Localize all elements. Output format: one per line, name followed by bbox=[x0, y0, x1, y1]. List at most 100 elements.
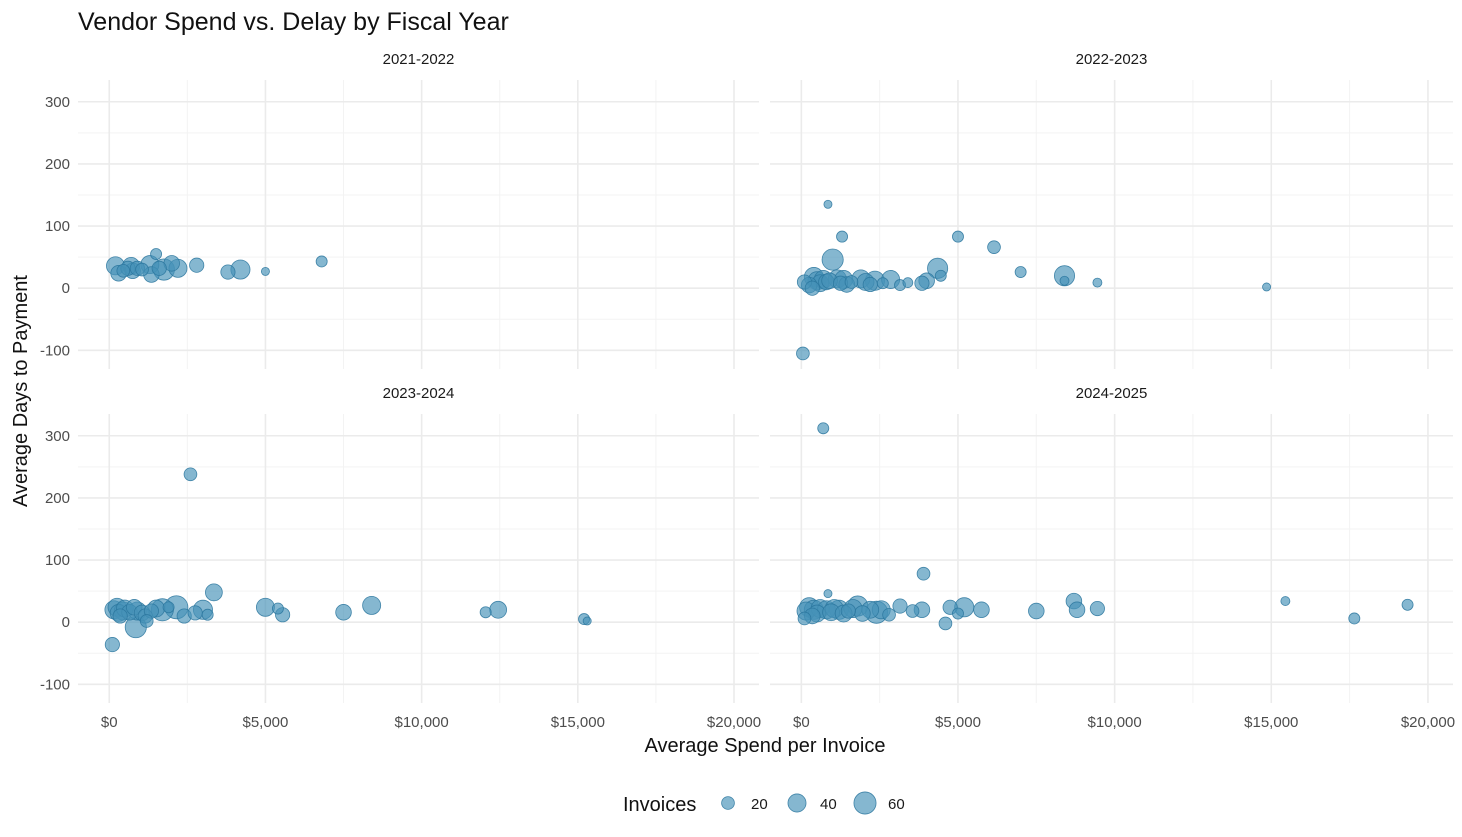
x-axis-label: Average Spend per Invoice bbox=[645, 735, 886, 757]
facet-strip-label: 2022-2023 bbox=[1076, 51, 1148, 68]
data-point bbox=[1059, 275, 1070, 286]
data-point bbox=[1089, 600, 1105, 617]
legend-key-circle bbox=[787, 793, 807, 813]
data-point bbox=[489, 600, 508, 619]
facet-panel: 2022-2023 bbox=[770, 51, 1453, 369]
data-point bbox=[139, 614, 154, 628]
data-point bbox=[1262, 282, 1272, 292]
x-tick-label: $15,000 bbox=[1244, 714, 1298, 731]
data-point bbox=[836, 230, 848, 243]
y-tick-label: 300 bbox=[45, 428, 70, 445]
data-point bbox=[1348, 612, 1361, 625]
y-tick-label: -100 bbox=[40, 342, 70, 359]
data-point bbox=[1092, 277, 1103, 288]
data-point bbox=[1068, 601, 1086, 619]
data-point bbox=[987, 240, 1001, 254]
data-point bbox=[189, 257, 205, 273]
data-point bbox=[205, 583, 223, 602]
data-point bbox=[479, 606, 492, 619]
data-point bbox=[1401, 598, 1414, 611]
data-point bbox=[840, 603, 856, 619]
x-tick-label: $0 bbox=[101, 714, 118, 731]
data-point bbox=[201, 608, 214, 621]
y-tick-label: 200 bbox=[45, 156, 70, 173]
x-tick-label: $15,000 bbox=[551, 714, 605, 731]
data-point bbox=[796, 346, 810, 361]
y-tick-label: 100 bbox=[45, 218, 70, 235]
data-point bbox=[1014, 266, 1027, 278]
facet-panels: 2021-2022 -100 0 100 200 300 2022-2023 2023-202… bbox=[40, 51, 1455, 731]
data-point bbox=[135, 262, 149, 277]
data-point bbox=[821, 248, 844, 271]
x-tick-label: $10,000 bbox=[1088, 714, 1142, 731]
legend-key-circle bbox=[721, 796, 735, 810]
data-point bbox=[162, 601, 175, 614]
data-point bbox=[952, 607, 964, 620]
data-point bbox=[1028, 602, 1045, 620]
facet-panel: 2024-2025 $0 $5,000 $10,000 $15,000 $20,000 bbox=[770, 385, 1455, 731]
data-point bbox=[823, 199, 833, 209]
data-point bbox=[116, 264, 131, 278]
data-point bbox=[892, 598, 908, 614]
data-point bbox=[854, 605, 871, 622]
data-point bbox=[1053, 265, 1076, 287]
facet-panel: 2021-2022 -100 0 100 200 300 bbox=[40, 51, 759, 369]
x-tick-label: $10,000 bbox=[395, 714, 449, 731]
x-tick-label: $20,000 bbox=[707, 714, 761, 731]
data-point bbox=[183, 467, 198, 482]
data-point bbox=[151, 260, 167, 276]
data-point bbox=[882, 607, 896, 622]
data-point bbox=[905, 604, 920, 618]
data-point bbox=[823, 589, 833, 599]
y-tick-label: 0 bbox=[62, 614, 70, 631]
data-point bbox=[804, 280, 820, 296]
legend-key-label: 60 bbox=[888, 796, 905, 813]
data-point bbox=[973, 601, 990, 619]
y-tick-label: 200 bbox=[45, 490, 70, 507]
legend-key-circle bbox=[853, 791, 877, 815]
x-tick-label: $5,000 bbox=[935, 714, 981, 731]
size-legend: Invoices 20 40 60 bbox=[623, 791, 905, 816]
legend-key-label: 40 bbox=[820, 796, 837, 813]
data-point bbox=[582, 616, 592, 626]
data-point bbox=[187, 605, 203, 621]
x-tick-label: $5,000 bbox=[242, 714, 288, 731]
data-point bbox=[797, 611, 812, 626]
chart-title: Vendor Spend vs. Delay by Fiscal Year bbox=[78, 8, 509, 36]
data-point bbox=[112, 608, 128, 624]
data-point bbox=[817, 422, 830, 435]
data-point bbox=[150, 248, 163, 260]
data-point bbox=[862, 276, 878, 293]
y-tick-label: 100 bbox=[45, 552, 70, 569]
data-point bbox=[315, 255, 328, 268]
data-point bbox=[876, 277, 889, 290]
data-point bbox=[362, 595, 382, 615]
facet-strip-label: 2024-2025 bbox=[1076, 385, 1148, 402]
legend-title: Invoices bbox=[623, 794, 696, 816]
data-point bbox=[271, 602, 284, 615]
y-tick-label: 0 bbox=[62, 280, 70, 297]
y-axis-label: Average Days to Payment bbox=[10, 275, 32, 507]
data-point bbox=[220, 264, 236, 280]
data-point bbox=[260, 266, 270, 276]
data-point bbox=[844, 275, 859, 289]
legend-key-label: 20 bbox=[751, 796, 768, 813]
facet-strip-label: 2023-2024 bbox=[383, 385, 455, 402]
data-point bbox=[934, 269, 947, 282]
data-point bbox=[335, 604, 352, 621]
data-point bbox=[255, 597, 275, 617]
y-tick-label: 300 bbox=[45, 94, 70, 111]
facet-panel: 2023-2024 -100 0 100 200 300 $0 $5,000 $10,000 $1… bbox=[40, 385, 761, 731]
data-point bbox=[1280, 596, 1291, 606]
y-tick-label: -100 bbox=[40, 676, 70, 693]
data-point bbox=[104, 637, 120, 653]
data-point bbox=[914, 275, 930, 291]
data-point bbox=[952, 230, 964, 243]
data-point bbox=[916, 566, 931, 581]
x-tick-label: $20,000 bbox=[1401, 714, 1455, 731]
x-tick-label: $0 bbox=[793, 714, 810, 731]
facet-strip-label: 2021-2022 bbox=[383, 51, 455, 68]
data-point bbox=[938, 616, 953, 631]
data-point bbox=[902, 277, 914, 288]
